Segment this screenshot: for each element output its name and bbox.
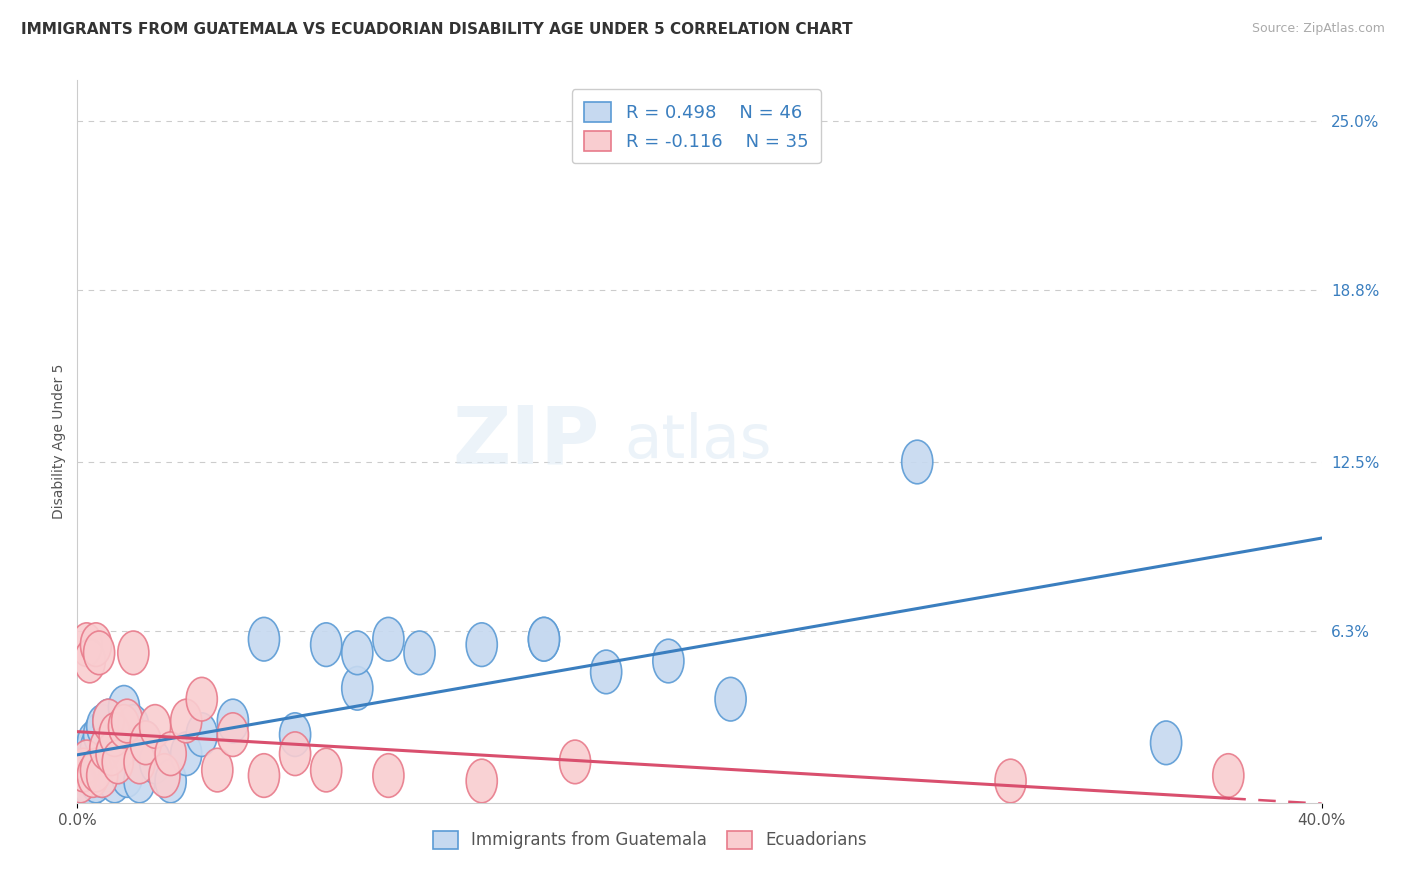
Ellipse shape — [373, 754, 404, 797]
Text: Source: ZipAtlas.com: Source: ZipAtlas.com — [1251, 22, 1385, 36]
Ellipse shape — [111, 699, 142, 743]
Ellipse shape — [96, 732, 127, 775]
Ellipse shape — [75, 732, 105, 775]
Ellipse shape — [249, 754, 280, 797]
Ellipse shape — [118, 631, 149, 674]
Ellipse shape — [87, 705, 118, 748]
Ellipse shape — [124, 740, 155, 784]
Ellipse shape — [467, 623, 498, 666]
Ellipse shape — [67, 748, 98, 792]
Ellipse shape — [1150, 721, 1181, 764]
Ellipse shape — [202, 748, 233, 792]
Ellipse shape — [560, 740, 591, 784]
Ellipse shape — [72, 740, 103, 784]
Ellipse shape — [87, 754, 118, 797]
Ellipse shape — [131, 721, 162, 764]
Ellipse shape — [901, 440, 932, 483]
Ellipse shape — [280, 732, 311, 775]
Ellipse shape — [80, 748, 111, 792]
Ellipse shape — [72, 623, 103, 666]
Ellipse shape — [72, 759, 103, 803]
Ellipse shape — [65, 759, 96, 803]
Text: atlas: atlas — [624, 412, 772, 471]
Ellipse shape — [311, 623, 342, 666]
Ellipse shape — [77, 721, 108, 764]
Ellipse shape — [77, 754, 108, 797]
Ellipse shape — [83, 748, 115, 792]
Ellipse shape — [90, 740, 121, 784]
Ellipse shape — [77, 754, 108, 797]
Ellipse shape — [93, 699, 124, 743]
Ellipse shape — [139, 740, 170, 784]
Ellipse shape — [716, 677, 747, 721]
Ellipse shape — [72, 740, 103, 784]
Ellipse shape — [93, 699, 124, 743]
Ellipse shape — [995, 759, 1026, 803]
Ellipse shape — [75, 640, 105, 683]
Ellipse shape — [118, 705, 149, 748]
Ellipse shape — [591, 650, 621, 694]
Ellipse shape — [149, 754, 180, 797]
Ellipse shape — [96, 732, 127, 775]
Ellipse shape — [467, 759, 498, 803]
Ellipse shape — [652, 640, 683, 683]
Ellipse shape — [90, 726, 121, 770]
Ellipse shape — [170, 732, 202, 775]
Ellipse shape — [342, 666, 373, 710]
Ellipse shape — [108, 705, 139, 748]
Ellipse shape — [155, 732, 186, 775]
Ellipse shape — [280, 713, 311, 756]
Text: ZIP: ZIP — [453, 402, 600, 481]
Ellipse shape — [1213, 754, 1244, 797]
Ellipse shape — [111, 754, 142, 797]
Ellipse shape — [131, 721, 162, 764]
Ellipse shape — [83, 631, 115, 674]
Ellipse shape — [404, 631, 434, 674]
Ellipse shape — [103, 721, 134, 764]
Ellipse shape — [98, 713, 131, 756]
Y-axis label: Disability Age Under 5: Disability Age Under 5 — [52, 364, 66, 519]
Ellipse shape — [80, 759, 111, 803]
Ellipse shape — [249, 617, 280, 661]
Ellipse shape — [529, 617, 560, 661]
Ellipse shape — [75, 764, 105, 808]
Ellipse shape — [529, 617, 560, 661]
Ellipse shape — [98, 759, 131, 803]
Text: IMMIGRANTS FROM GUATEMALA VS ECUADORIAN DISABILITY AGE UNDER 5 CORRELATION CHART: IMMIGRANTS FROM GUATEMALA VS ECUADORIAN … — [21, 22, 852, 37]
Legend: Immigrants from Guatemala, Ecuadorians: Immigrants from Guatemala, Ecuadorians — [426, 824, 873, 856]
Ellipse shape — [186, 677, 218, 721]
Ellipse shape — [186, 713, 218, 756]
Ellipse shape — [80, 623, 111, 666]
Ellipse shape — [83, 713, 115, 756]
Ellipse shape — [373, 617, 404, 661]
Ellipse shape — [218, 699, 249, 743]
Ellipse shape — [65, 767, 96, 811]
Ellipse shape — [93, 748, 124, 792]
Ellipse shape — [105, 740, 136, 784]
Ellipse shape — [155, 759, 186, 803]
Ellipse shape — [342, 631, 373, 674]
Ellipse shape — [218, 713, 249, 756]
Ellipse shape — [311, 748, 342, 792]
Ellipse shape — [87, 754, 118, 797]
Ellipse shape — [103, 740, 134, 784]
Ellipse shape — [139, 705, 170, 748]
Ellipse shape — [124, 759, 155, 803]
Ellipse shape — [108, 686, 139, 729]
Ellipse shape — [170, 699, 202, 743]
Ellipse shape — [67, 754, 98, 797]
Ellipse shape — [80, 726, 111, 770]
